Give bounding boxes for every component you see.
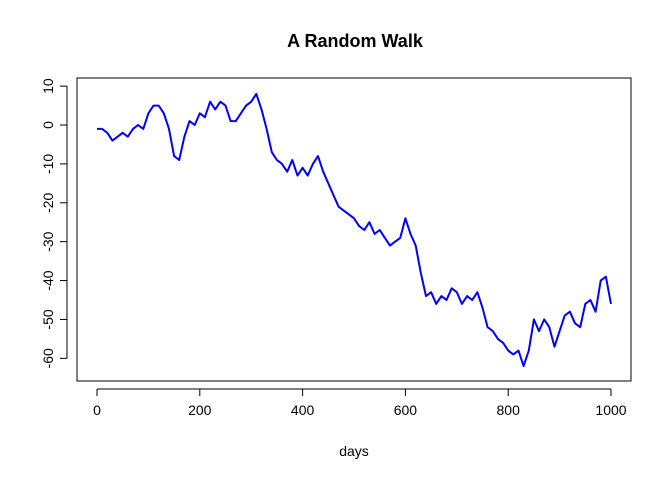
x-tick-label: 0 — [93, 402, 101, 418]
y-tick-label: -30 — [40, 231, 56, 251]
plot-frame — [76, 77, 632, 382]
y-tick-label: -20 — [40, 192, 56, 212]
y-tick-label: -50 — [40, 309, 56, 329]
y-tick-label: -40 — [40, 270, 56, 290]
x-axis: 0 200 400 600 800 1000 — [93, 388, 627, 418]
chart-title: A Random Walk — [287, 31, 424, 51]
y-tick-label: 10 — [40, 78, 56, 94]
y-tick-label: -60 — [40, 348, 56, 368]
y-tick-label: -10 — [40, 154, 56, 174]
x-tick-label: 1000 — [595, 402, 626, 418]
series-line-1 — [97, 92, 612, 368]
x-axis-label: days — [339, 443, 369, 459]
plot-area — [97, 92, 612, 368]
x-tick-label: 600 — [394, 402, 418, 418]
x-tick-label: 200 — [188, 402, 212, 418]
x-tick-label: 800 — [497, 402, 521, 418]
x-tick-label: 400 — [291, 402, 315, 418]
y-tick-label: 0 — [40, 121, 56, 129]
y-axis: 10 0 -10 -20 -30 -40 -50 -60 — [40, 78, 68, 368]
